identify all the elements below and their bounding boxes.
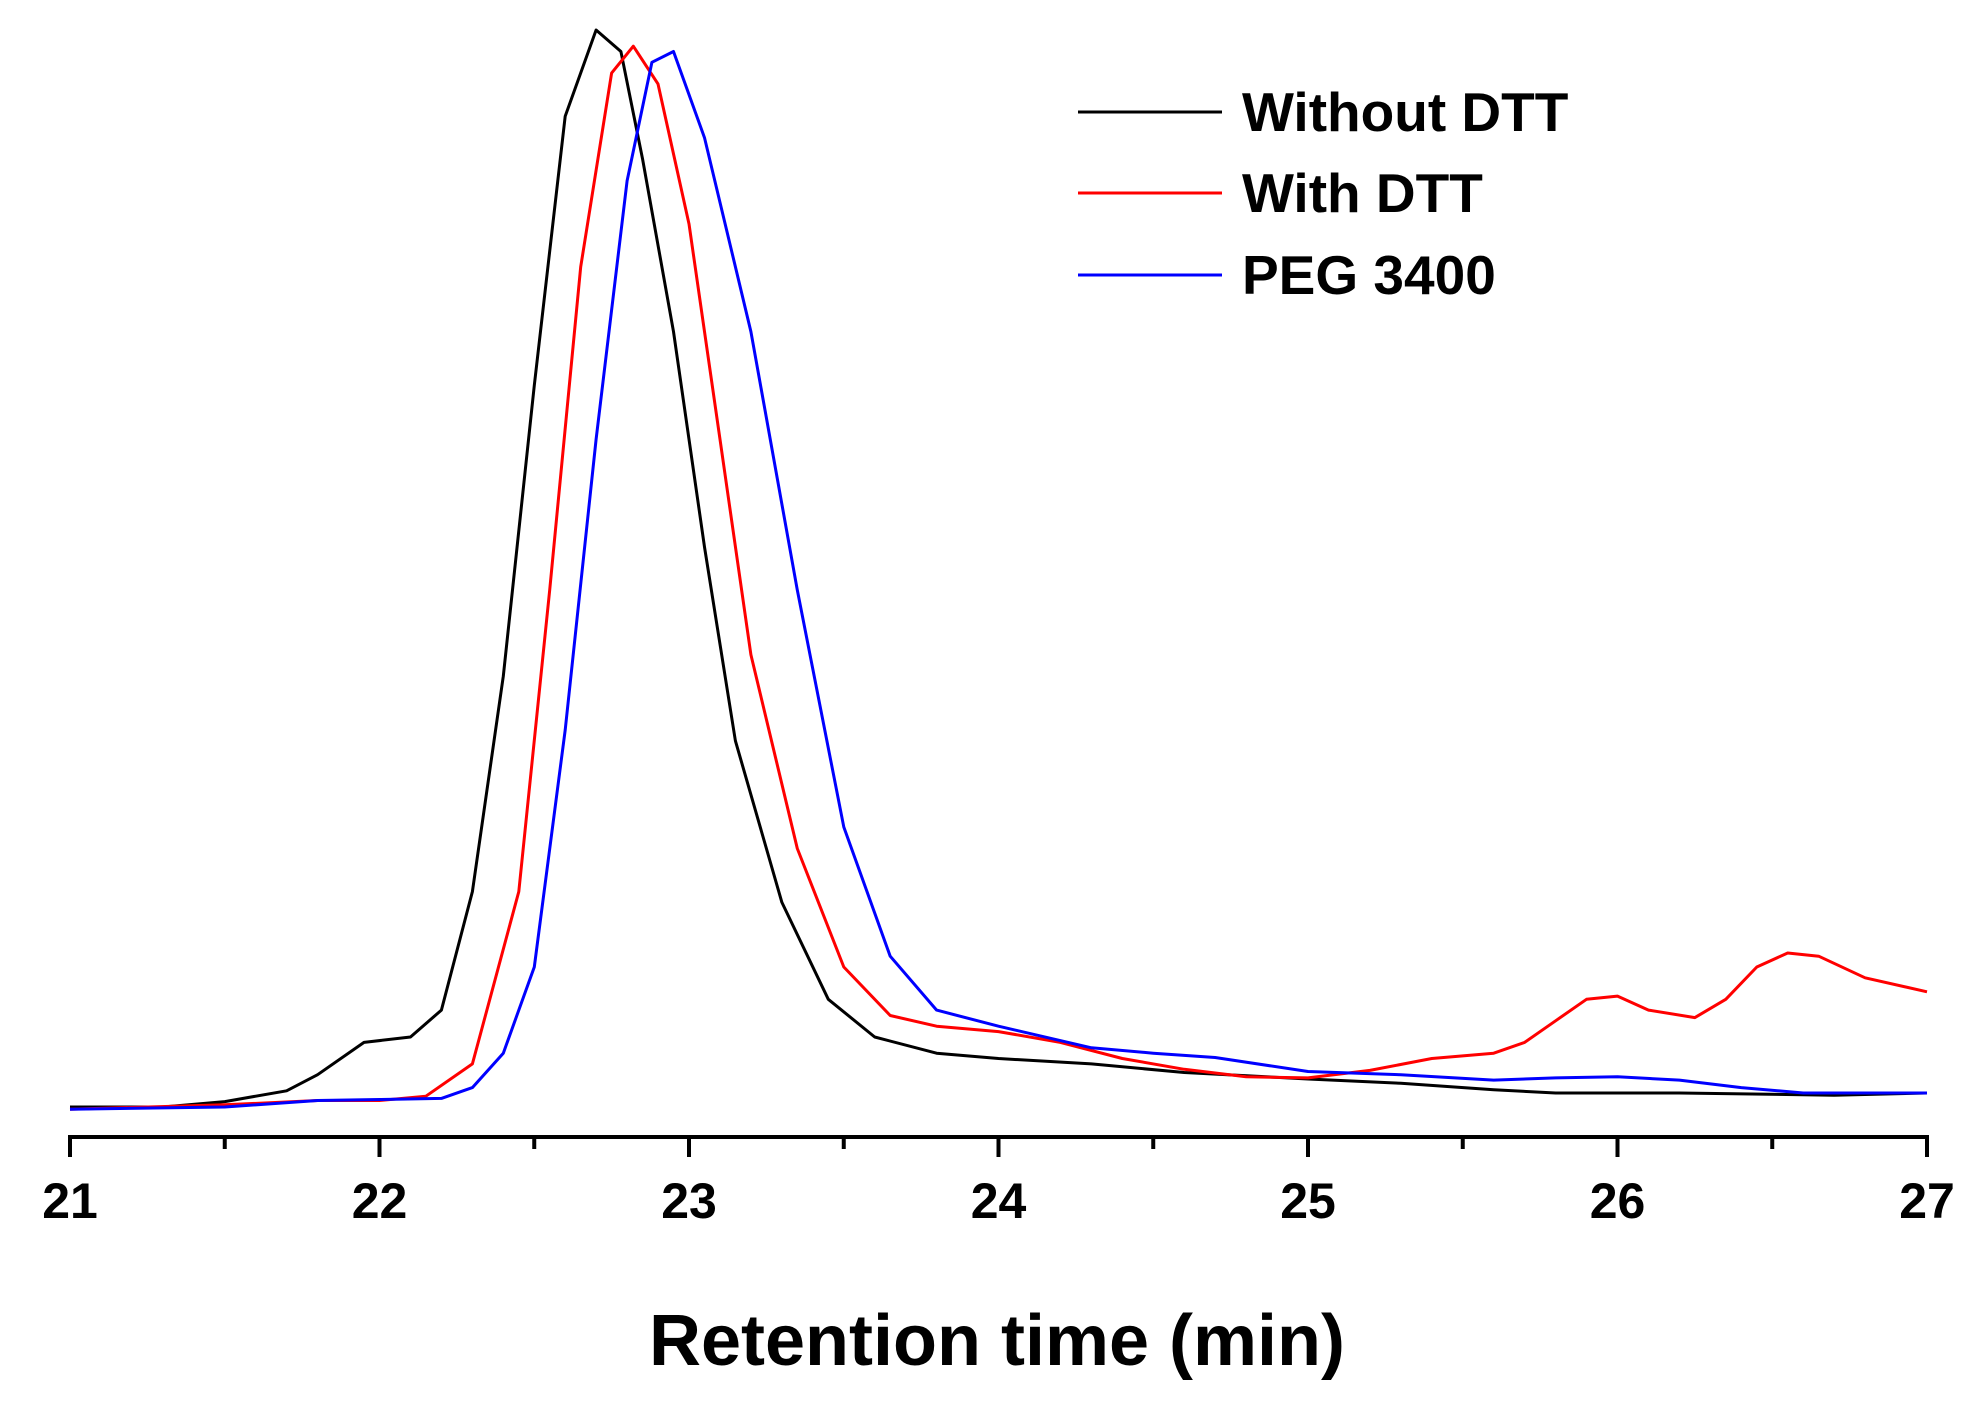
- series-layer: [69, 28, 1928, 1111]
- x-tick-label: 26: [1590, 1173, 1646, 1229]
- x-tick-label: 25: [1280, 1173, 1336, 1229]
- legend-label-peg-3400: PEG 3400: [1242, 244, 1496, 306]
- x-tick-label: 21: [42, 1173, 98, 1229]
- series-line-with-dtt: [69, 44, 1928, 1111]
- x-tick-label: 27: [1899, 1173, 1955, 1229]
- legend-label-with-dtt: With DTT: [1242, 162, 1483, 224]
- legend-label-without-dtt: Without DTT: [1242, 81, 1568, 143]
- series-line-without-dtt: [70, 28, 1928, 1109]
- legend: Without DTT With DTT PEG 3400: [1078, 81, 1568, 306]
- x-tick-label: 22: [352, 1173, 408, 1229]
- series-line-peg-3400: [69, 50, 1927, 1111]
- x-axis: 21 22 23 24 25 26 27: [42, 1135, 1955, 1229]
- x-axis-title: Retention time (min): [649, 1301, 1345, 1381]
- x-tick-label: 23: [661, 1173, 717, 1229]
- x-tick-label: 24: [971, 1173, 1027, 1229]
